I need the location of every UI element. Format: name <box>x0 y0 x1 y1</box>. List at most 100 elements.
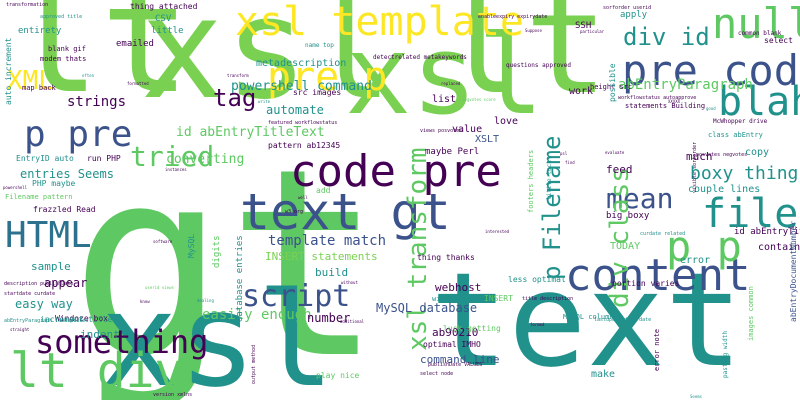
word-webhost: webhost <box>435 281 482 294</box>
word-abentryparagraph-lastupdated: abEntryParagraph lastupdated <box>4 318 89 324</box>
word-blah: blah <box>718 79 800 125</box>
word-w3-org: w3 org <box>285 209 304 215</box>
word-metadescription: metadescription <box>256 58 347 69</box>
word-sample: sample <box>31 260 71 273</box>
word-apply: apply <box>620 10 648 20</box>
word-run-php: run PHP <box>87 154 121 163</box>
word-error-note: error note <box>653 328 661 371</box>
word-height-src: height src <box>590 83 633 91</box>
word-auto-increment: auto increment <box>4 37 13 105</box>
word-seems: Seems <box>690 394 703 399</box>
word-suppose: Suppose <box>525 28 542 33</box>
word-pre-p: pre p <box>267 54 388 100</box>
word-database-entries: database entries <box>235 235 245 322</box>
word-xxxxx: XXXXX <box>668 99 681 104</box>
word-well: well <box>298 195 308 200</box>
word-today: TODAY <box>610 241 641 252</box>
word-filename-pattern: Filename pattern <box>5 193 73 201</box>
word-publishdate-values: publishDate VALUES <box>428 362 483 368</box>
word-statements-building: statements Building <box>625 102 706 110</box>
word-name-top: name top <box>305 42 334 49</box>
word-p-filename: p Filename <box>538 135 566 281</box>
word-particular: particular <box>580 29 605 34</box>
word-footers-headers: footers headers <box>527 149 535 213</box>
word-additional: additional <box>340 319 365 324</box>
word-dealing: dealing <box>197 298 214 303</box>
word-abentrydocumentnumber: abEntryDocumentNumber <box>789 220 798 322</box>
word-optimal-imho: optimal IMHO <box>423 340 481 349</box>
word-text: text <box>430 244 744 396</box>
word-big-boxy: big boxy <box>606 211 650 221</box>
word-work: work <box>569 86 594 97</box>
word-list: list <box>432 94 457 105</box>
word-xsl-transform: xsl transform <box>403 147 433 352</box>
word-software: software <box>153 239 173 244</box>
word-mysql: MySQL <box>187 233 196 258</box>
word-pasting-width: pasting width <box>722 331 729 378</box>
word-src-images: src images <box>293 88 342 97</box>
word-formatted: formatted <box>127 81 149 86</box>
word-mean: mean <box>606 182 674 215</box>
word-instances: instances <box>165 167 187 172</box>
word-entryid-auto: EntryID auto <box>16 154 74 163</box>
word-often: often <box>82 73 95 78</box>
word-play-nice: play nice <box>316 371 360 380</box>
word-curdate-related: curdate related <box>640 231 686 237</box>
word-php-maybe: PHP maybe <box>32 179 76 188</box>
word-text-gt: text gt <box>240 183 451 241</box>
word-something: something <box>35 323 209 361</box>
word-possible: possible <box>608 63 617 102</box>
word-luck-getting: luck getting <box>443 324 501 333</box>
word-emailed: emailed <box>116 39 154 49</box>
word-without: without <box>341 280 358 285</box>
word-output-method: output method <box>251 344 257 384</box>
word-code-pre: code pre <box>290 146 502 197</box>
word-contain: contain <box>758 242 800 253</box>
word-add: add <box>316 186 331 195</box>
word-null: null <box>712 0 800 48</box>
word-sorforder-userid: sorforder userid <box>603 5 652 11</box>
word-insert: INSERT <box>484 294 513 303</box>
word-transform: transform <box>227 73 249 78</box>
word-easily-enough: easily enough <box>202 307 312 323</box>
word-map-back: map back <box>22 84 56 92</box>
word-ab90210: ab90210 <box>432 326 479 339</box>
word-html: HTML <box>5 215 92 256</box>
word-mcwhopper-drive: McWhopper drive <box>713 118 768 125</box>
word-replaced: replaced <box>441 81 461 86</box>
word-interested: interested <box>485 229 510 234</box>
word-little-luck: little luck <box>546 160 553 200</box>
word-strings: strings <box>67 94 127 110</box>
word-featured-workflowstatus: featured workflowstatus <box>268 120 338 126</box>
word-visible-sortorder: visible sortorder <box>692 141 698 193</box>
word-good: good <box>706 106 716 111</box>
word-converting: converting <box>166 152 245 167</box>
word-less-optimal: less optimal <box>508 275 566 284</box>
word-lt: lt <box>440 0 609 126</box>
word-powershell-command: powershell command <box>231 79 372 94</box>
word-error: error <box>680 255 711 266</box>
word-transformation: transformation <box>6 2 49 8</box>
word-script: script <box>242 279 351 314</box>
word-description-publishdate: description publishDate <box>4 281 74 287</box>
word-p-p: p p <box>666 222 742 271</box>
word-entries-seems: entries Seems <box>20 167 114 181</box>
word-portion-varies: portion varies <box>612 279 680 288</box>
word-love: love <box>494 116 519 127</box>
word-tried: tried <box>130 140 215 173</box>
word-userid-views: userid views <box>145 285 174 290</box>
word-select: select <box>764 36 793 45</box>
word-startdate-curdate: startdate curdate <box>4 291 56 297</box>
word-automate: automate <box>266 103 324 117</box>
word-indent: indent <box>80 328 120 341</box>
word-ssh: SSH <box>575 21 592 31</box>
word-couple-lines: couple lines <box>688 184 761 195</box>
word-lt: lt <box>10 0 191 127</box>
word-posvotes-negvotes: posvotes negvotes <box>696 152 748 158</box>
word-xml: XML <box>7 66 54 96</box>
word-maybe-perl: maybe Perl <box>425 147 480 157</box>
word-questions-approved: questions approved <box>506 62 572 69</box>
word-feed: feed <box>606 163 633 176</box>
word-template-match: template match <box>268 233 387 249</box>
word-value: value <box>452 124 483 135</box>
